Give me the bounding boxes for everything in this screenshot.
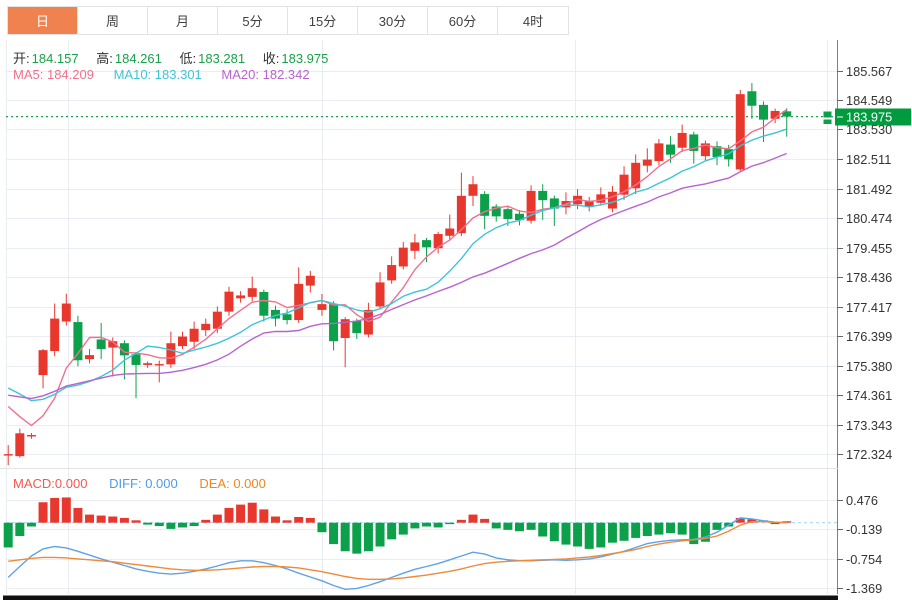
diff-value: DIFF: 0.000 [109,476,178,491]
timeframe-tabs: 日 周 月 5分 15分 30分 60分 4时 [7,6,569,35]
ma5-line [7,108,788,427]
tab-week[interactable]: 周 [78,7,148,34]
low-label: 低: [179,51,197,66]
close-value: 183.975 [281,51,329,66]
ma10-readout: MA10: 183.301 [113,67,202,82]
low-value: 183.281 [198,51,246,66]
axis-label: 181.492 [846,182,892,197]
axis-label: 179.455 [846,241,892,256]
axis-label: 174.361 [846,388,892,403]
price-axis: 185.567 184.549 183.530 182.511 181.492 180.4… [837,40,892,596]
ma-readout: MA5: 184.209 MA10: 183.301 MA20: 182.342 [13,67,310,82]
tab-15min[interactable]: 15分 [288,7,358,34]
last-price-text: 183.975 [846,110,892,125]
axis-label: -1.369 [846,581,882,596]
high-value: 184.261 [114,51,162,66]
axis-label: 0.476 [846,493,878,508]
macd-histogram [3,497,792,554]
axis-label: 183.530 [846,122,892,137]
axis-label: -0.139 [846,522,882,537]
axis-label: 182.511 [846,152,891,167]
tab-day[interactable]: 日 [8,7,78,34]
axis-label: 184.549 [846,93,892,108]
ma20-line [8,152,787,400]
tab-5min[interactable]: 5分 [218,7,288,34]
tab-60min[interactable]: 60分 [428,7,498,34]
last-price-badge: 183.975 [835,108,911,126]
tab-4hour[interactable]: 4时 [522,14,544,29]
axis-label: 185.567 [846,64,892,79]
macd-readout: MACD:0.000 DIFF: 0.000 DEA: 0.000 [13,476,266,491]
gridlines [6,40,837,594]
high-label: 高: [96,51,113,66]
macd-value: MACD:0.000 [13,476,88,491]
candles-series [3,83,792,466]
ma5-readout: MA5: 184.209 [13,67,94,82]
tab-month[interactable]: 月 [148,7,218,34]
dea-line [8,521,787,580]
ma10-line [7,128,787,402]
latest-candle-stub [823,111,832,124]
ohlc-readout: 开: 184.157 高: 184.261 低: 183.281 收: 183.975 [13,48,342,67]
open-value: 184.157 [31,51,79,66]
axis-label: 177.417 [846,300,892,315]
axis-label: 173.343 [846,418,892,433]
ma20-readout: MA20: 182.342 [221,67,310,82]
axis-label: 178.436 [846,270,892,285]
close-label: 收: [262,51,280,66]
axis-label: -0.754 [846,552,882,567]
datazoom-scrollbar[interactable] [3,595,838,601]
dea-value: DEA: 0.000 [199,476,266,491]
axis-label: 176.399 [846,329,892,344]
axis-label: 172.324 [846,447,892,462]
diff-line [7,517,787,591]
axis-label: 180.474 [846,211,892,226]
open-label: 开: [13,51,30,66]
tab-30min[interactable]: 30分 [358,7,428,34]
axis-label: 175.380 [846,359,892,374]
